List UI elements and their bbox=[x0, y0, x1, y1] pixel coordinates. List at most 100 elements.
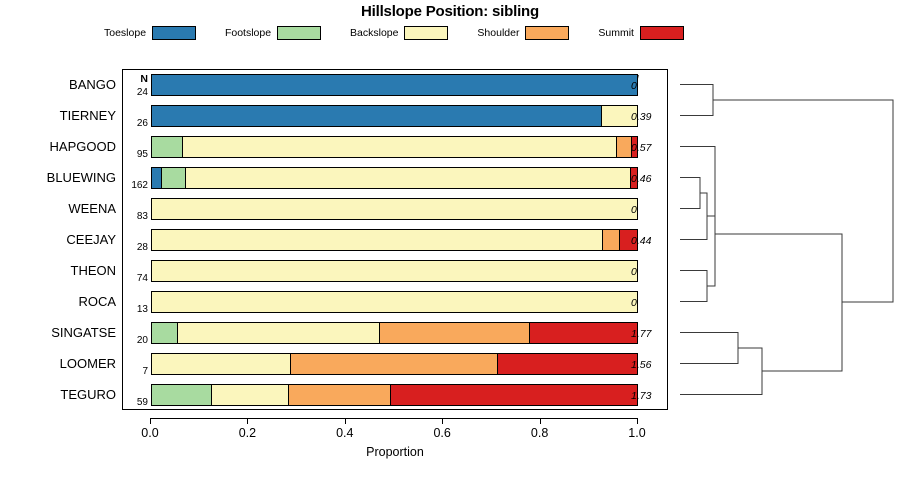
bar-segment-shoulder bbox=[379, 323, 531, 343]
x-axis-tick-label: 0.0 bbox=[141, 426, 159, 440]
x-axis-tick-label: 0.4 bbox=[336, 426, 354, 440]
dendro-merge-right-mid bbox=[715, 233, 843, 372]
bar-segment-backslope bbox=[152, 292, 637, 312]
table-row: 26 0.39 bbox=[123, 101, 667, 132]
n-value: 95 bbox=[136, 149, 148, 160]
x-axis-tick bbox=[150, 418, 151, 424]
bar-segment-shoulder bbox=[616, 137, 632, 157]
dendro-merge-teguro bbox=[680, 347, 763, 396]
dendro-merge-upper-lower bbox=[707, 181, 716, 287]
table-row: 162 0.46 bbox=[123, 163, 667, 194]
bar-segment-backslope bbox=[152, 354, 291, 374]
stacked-bar bbox=[151, 384, 638, 406]
legend: Toeslope Footslope Backslope Shoulder Summit bbox=[104, 24, 684, 42]
legend-entry-footslope: Footslope bbox=[225, 26, 322, 40]
x-axis-tick-label: 1.0 bbox=[628, 426, 646, 440]
stacked-bar bbox=[151, 198, 638, 220]
stacked-bar bbox=[151, 105, 638, 127]
bar-segment-backslope bbox=[152, 199, 637, 219]
bar-segment-shoulder bbox=[290, 354, 499, 374]
n-value: 83 bbox=[136, 211, 148, 222]
y-axis-label-teguro: TEGURO bbox=[60, 387, 116, 402]
y-axis-label-weena: WEENA bbox=[68, 201, 116, 216]
bar-segment-backslope bbox=[211, 385, 290, 405]
stacked-bar bbox=[151, 260, 638, 282]
dendro-merge-hapgood bbox=[680, 145, 716, 217]
bar-segment-footslope bbox=[162, 168, 186, 188]
x-axis-tick bbox=[637, 418, 638, 424]
h-value: 1.77 bbox=[631, 328, 652, 340]
y-axis-label-bluewing: BLUEWING bbox=[46, 170, 116, 185]
y-axis-label-ceejay: CEEJAY bbox=[66, 232, 116, 247]
x-axis-tick bbox=[344, 418, 346, 424]
plot-panel: N H 240260.39950.571620.46830280.4474013… bbox=[122, 69, 668, 410]
n-value: 26 bbox=[136, 118, 148, 129]
legend-label: Toeslope bbox=[104, 27, 147, 39]
y-axis-label-theon: THEON bbox=[70, 263, 117, 278]
table-row: 20 1.77 bbox=[123, 318, 667, 349]
legend-swatch bbox=[152, 26, 197, 40]
n-value: 74 bbox=[136, 273, 148, 284]
y-axis-label-hapgood: HAPGOOD bbox=[49, 139, 116, 154]
bar-segment-footslope bbox=[152, 385, 212, 405]
y-axis-labels: BANGO TIERNEY HAPGOOD BLUEWING WEENA CEEJAY TH… bbox=[0, 69, 116, 410]
legend-swatch bbox=[639, 26, 684, 40]
bar-segment-shoulder bbox=[289, 385, 392, 405]
dendro-merge-bango-tierney bbox=[680, 83, 714, 117]
bar-segment-summit bbox=[619, 230, 637, 250]
stacked-bar bbox=[151, 291, 638, 313]
n-value: 13 bbox=[136, 304, 148, 315]
legend-entry-backslope: Backslope bbox=[350, 26, 449, 40]
stacked-bar bbox=[151, 136, 638, 158]
bar-segment-footslope bbox=[152, 137, 183, 157]
y-axis-label-bango: BANGO bbox=[69, 77, 116, 92]
table-row: 74 0 bbox=[123, 256, 667, 287]
n-value: 24 bbox=[136, 87, 148, 98]
n-value: 7 bbox=[142, 366, 148, 377]
bar-segment-summit bbox=[631, 137, 637, 157]
bar-segment-backslope bbox=[601, 106, 637, 126]
bar-segment-summit bbox=[498, 354, 637, 374]
legend-entry-summit: Summit bbox=[598, 26, 684, 40]
table-row: 24 0 bbox=[123, 70, 667, 101]
h-value: 1.73 bbox=[631, 390, 652, 402]
h-value: 0.39 bbox=[631, 111, 652, 123]
y-axis-label-loomer: LOOMER bbox=[59, 356, 116, 371]
bar-segment-summit bbox=[530, 323, 637, 343]
bar-segment-backslope bbox=[182, 137, 617, 157]
dendro-merge-bluewing-weena bbox=[680, 176, 701, 210]
h-value: 0 bbox=[631, 297, 637, 309]
h-value: 1.56 bbox=[631, 359, 652, 371]
dendro-merge-theon-roca bbox=[680, 269, 708, 303]
legend-entry-toeslope: Toeslope bbox=[104, 26, 197, 40]
x-axis-line bbox=[150, 418, 637, 419]
bar-segment-backslope bbox=[177, 323, 380, 343]
bar-segment-toeslope bbox=[152, 168, 163, 188]
legend-entry-shoulder: Shoulder bbox=[477, 26, 570, 40]
bar-segment-shoulder bbox=[602, 230, 620, 250]
bar-segment-toeslope bbox=[152, 106, 602, 126]
n-value: 162 bbox=[131, 180, 148, 191]
table-row: 83 0 bbox=[123, 194, 667, 225]
table-row: 13 0 bbox=[123, 287, 667, 318]
dendro-merge-singatse-loomer bbox=[680, 331, 739, 365]
n-value: 20 bbox=[136, 335, 148, 346]
x-axis-tick bbox=[539, 418, 541, 424]
bar-segment-backslope bbox=[152, 230, 603, 250]
x-axis-tick bbox=[442, 418, 444, 424]
x-axis-title: Proportion bbox=[366, 445, 424, 459]
y-axis-label-roca: ROCA bbox=[78, 294, 116, 309]
table-row: 59 1.73 bbox=[123, 380, 667, 411]
n-value: 28 bbox=[136, 242, 148, 253]
bar-segment-summit bbox=[391, 385, 637, 405]
x-axis-tick-label: 0.8 bbox=[530, 426, 549, 440]
table-row: 7 1.56 bbox=[123, 349, 667, 380]
x-axis: 0.0 0.2 0.4 0.6 0.8 1.0 bbox=[122, 410, 668, 450]
table-row: 95 0.57 bbox=[123, 132, 667, 163]
legend-label: Backslope bbox=[350, 27, 399, 39]
dendrogram bbox=[680, 69, 900, 410]
h-value: 0.46 bbox=[631, 173, 652, 185]
x-axis-tick bbox=[247, 418, 249, 424]
x-axis-tick-label: 0.6 bbox=[433, 426, 451, 440]
y-axis-label-singatse: SINGATSE bbox=[51, 325, 116, 340]
